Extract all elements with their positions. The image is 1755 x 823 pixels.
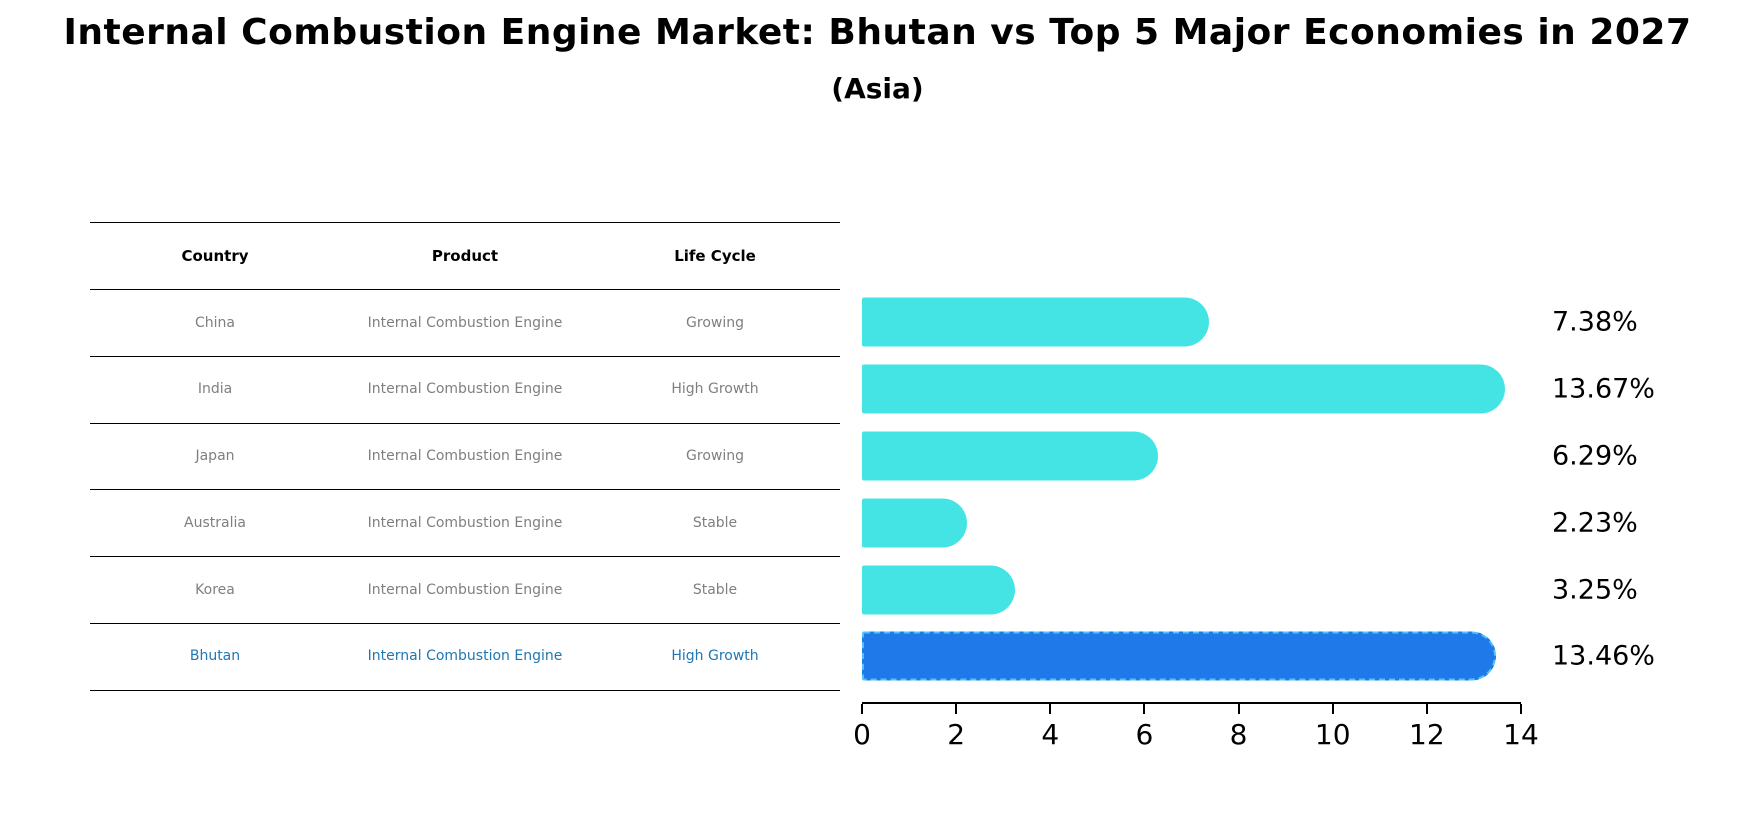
bar-value-label: 2.23% — [1552, 507, 1638, 539]
table-cell-product: Internal Combustion Engine — [367, 448, 563, 465]
chart-title: Internal Combustion Engine Market: Bhuta… — [63, 12, 1692, 53]
bar-chart-plot-area: 7.38% 13.67% 6.29% 2.23% 3.25% 13.46% — [862, 289, 1742, 691]
x-axis-tick — [1425, 704, 1428, 714]
table-row-korea: Korea Internal Combustion Engine Stable — [90, 556, 840, 623]
x-axis-tick — [1237, 704, 1240, 714]
chart-subtitle: (Asia) — [831, 72, 924, 105]
data-table: Country Product Life Cycle China Internal… — [90, 222, 840, 691]
x-axis-tick — [1331, 704, 1334, 714]
table-cell-country: Australia — [184, 514, 246, 531]
table-cell-life-cycle: Growing — [686, 314, 744, 331]
table-header-product: Product — [431, 247, 499, 265]
bar-value-label: 3.25% — [1552, 574, 1638, 606]
table-cell-country: India — [197, 381, 233, 398]
x-axis-tick — [1143, 704, 1146, 714]
table-cell-product: Internal Combustion Engine — [367, 314, 563, 331]
table-row-australia: Australia Internal Combustion Engine Stabl… — [90, 489, 840, 556]
table-cell-product: Internal Combustion Engine — [367, 514, 563, 531]
x-axis-tick-label: 0 — [853, 718, 871, 751]
bar-row-japan: 6.29% — [862, 423, 1742, 490]
x-axis: 0 2 4 6 8 10 12 14 — [853, 702, 1539, 751]
bar-korea — [862, 565, 1015, 615]
table-row-india: India Internal Combustion Engine High Grow… — [90, 355, 840, 423]
x-axis-tick-label: 6 — [1135, 718, 1154, 751]
x-axis-tick-label: 10 — [1314, 718, 1351, 751]
table-row-bhutan: Bhutan Internal Combustion Engine High Gro… — [90, 622, 840, 690]
x-axis-tick-label: 14 — [1503, 718, 1539, 751]
bar-value-label: 7.38% — [1552, 306, 1638, 338]
table-cell-life-cycle: Growing — [686, 448, 744, 465]
x-axis-tick-label: 8 — [1229, 718, 1248, 751]
x-axis-tick — [1049, 704, 1052, 714]
x-axis-tick — [861, 704, 863, 714]
table-body: China Internal Combustion Engine Growing In… — [90, 289, 840, 690]
x-axis-tick-label: 12 — [1409, 718, 1445, 751]
table-cell-product: Internal Combustion Engine — [367, 581, 563, 598]
table-cell-life-cycle: Stable — [692, 514, 738, 531]
table-cell-country: Bhutan — [189, 648, 241, 665]
bar-row-bhutan: 13.46% — [862, 623, 1742, 690]
table-cell-country: Japan — [195, 448, 235, 465]
table-header-row: Country Product Life Cycle — [90, 222, 840, 289]
table-row-japan: Japan Internal Combustion Engine Growing — [90, 422, 840, 490]
table-row-china: China Internal Combustion Engine Growing — [90, 289, 840, 356]
bar-row-korea: 3.25% — [862, 556, 1742, 623]
x-axis-tick — [1520, 704, 1522, 714]
x-axis-tick-label: 4 — [1041, 718, 1060, 751]
bar-row-india: 13.67% — [862, 356, 1742, 423]
x-axis-tick-label: 2 — [947, 718, 966, 751]
table-cell-product: Internal Combustion Engine — [367, 381, 563, 398]
bar-bhutan — [862, 631, 1496, 681]
table-cell-product: Internal Combustion Engine — [367, 648, 563, 665]
table-cell-life-cycle: High Growth — [671, 648, 759, 665]
bar-value-label: 13.67% — [1552, 373, 1655, 405]
bar-china — [862, 297, 1210, 347]
bar-row-china: 7.38% — [862, 289, 1742, 356]
table-cell-country: China — [195, 314, 235, 331]
bar-india — [862, 364, 1506, 414]
table-cell-life-cycle: High Growth — [671, 381, 759, 398]
bar-value-label: 13.46% — [1552, 640, 1655, 672]
table-header-country: Country — [181, 247, 249, 265]
bar-australia — [862, 498, 967, 548]
bar-row-australia: 2.23% — [862, 489, 1742, 556]
bar-value-label: 6.29% — [1552, 440, 1638, 472]
x-axis-tick — [955, 704, 958, 714]
table-cell-country: Korea — [195, 581, 235, 598]
bar-japan — [862, 431, 1159, 481]
table-cell-life-cycle: Stable — [692, 581, 738, 598]
table-header-life-cycle: Life Cycle — [674, 247, 756, 265]
